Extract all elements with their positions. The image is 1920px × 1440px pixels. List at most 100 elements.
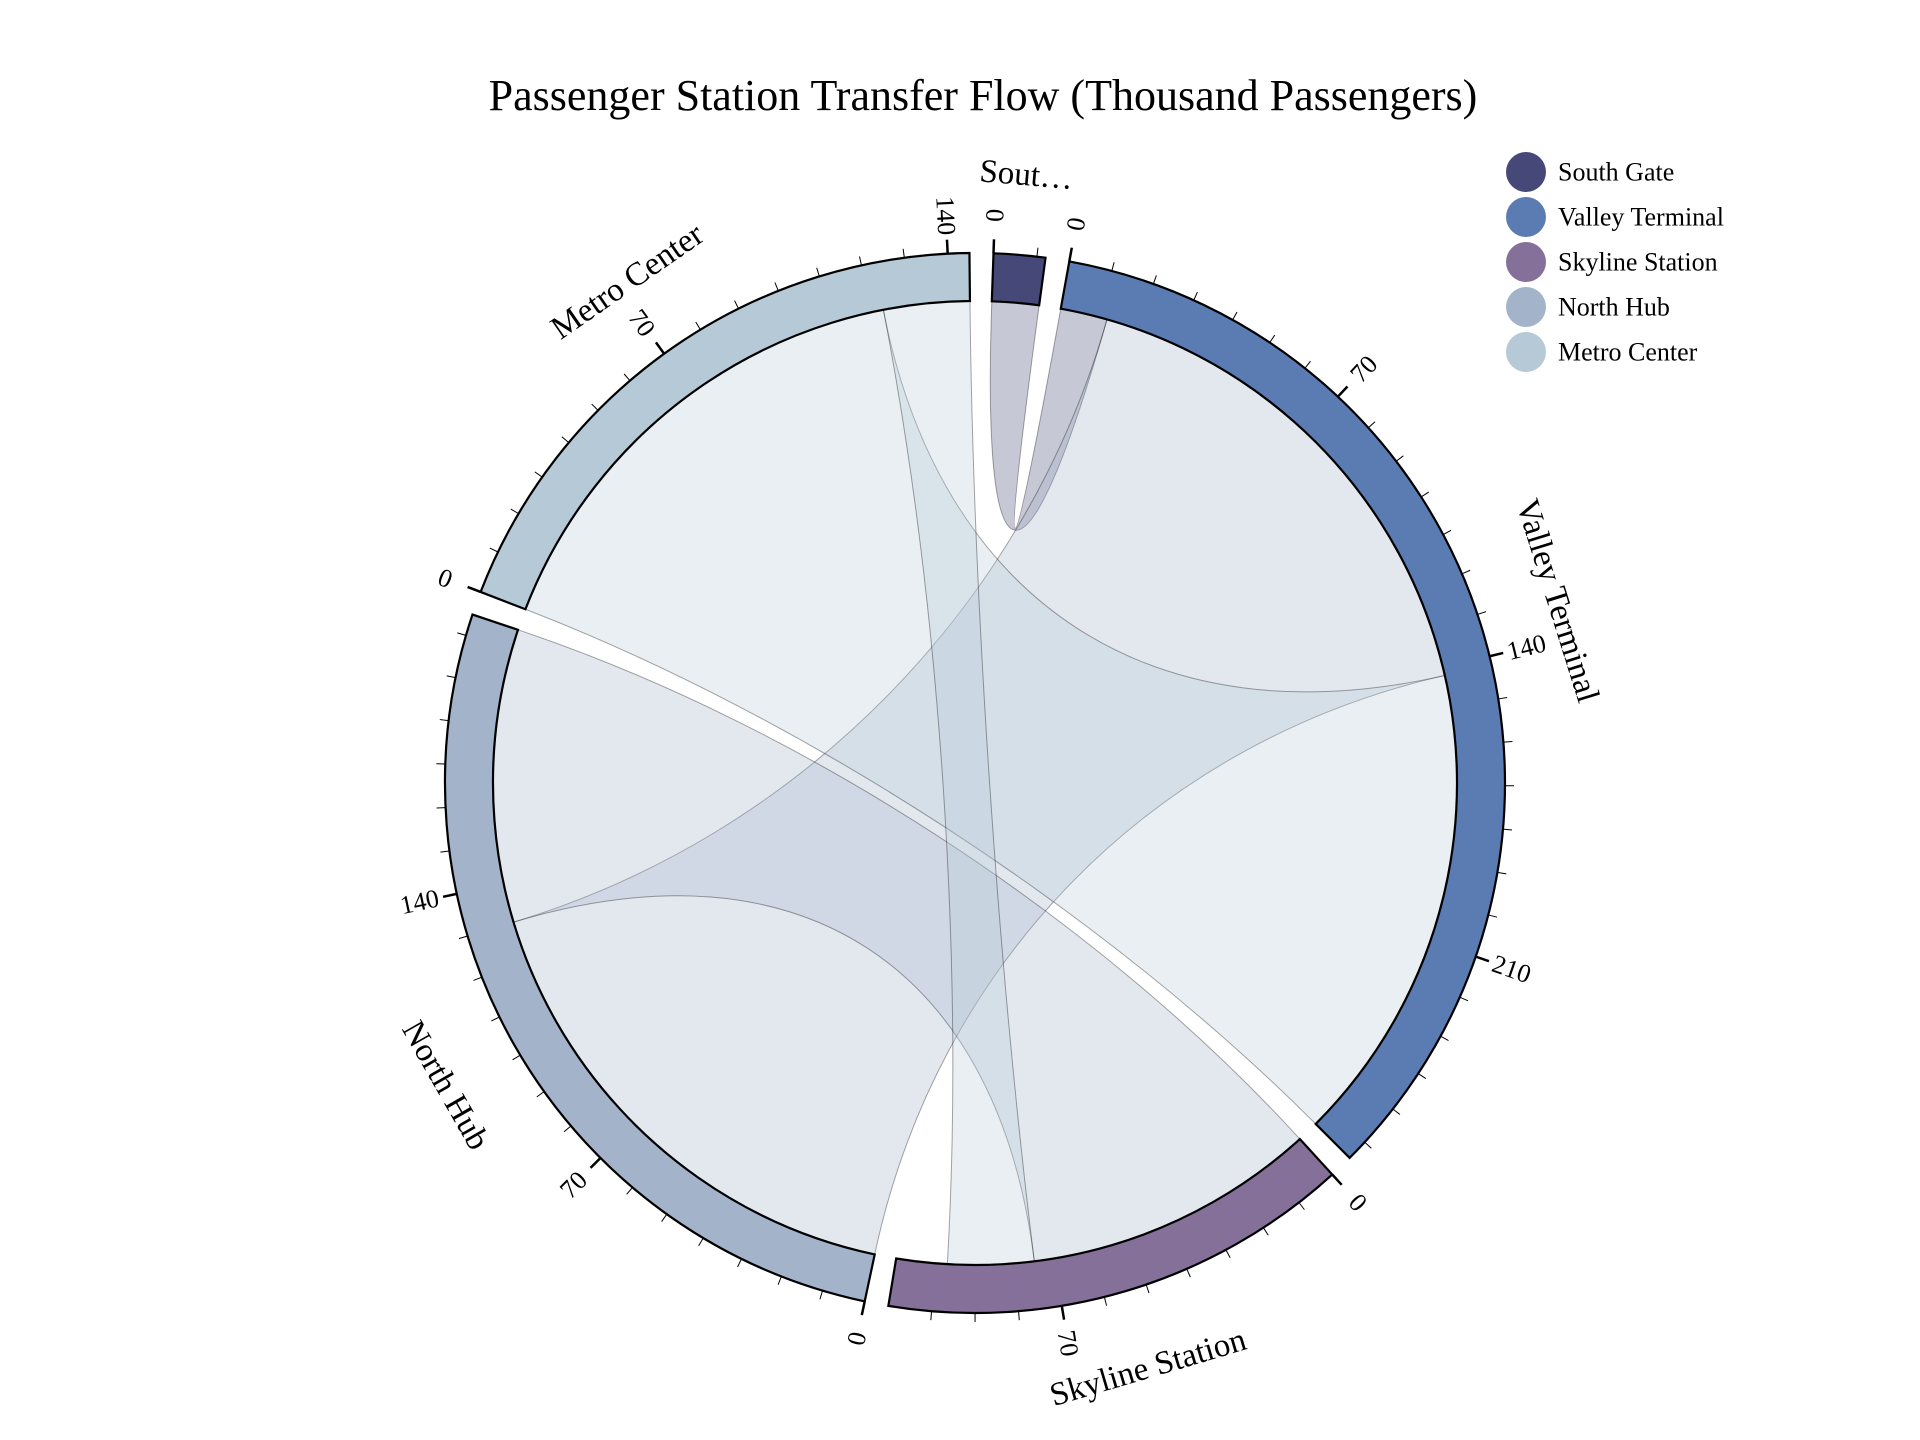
minor-tick	[1145, 1284, 1150, 1294]
legend-item-metro-center: Metro Center	[1506, 332, 1698, 372]
minor-tick	[1395, 455, 1404, 462]
tick-label: 0	[980, 208, 1009, 222]
legend-label: Valley Terminal	[1558, 203, 1724, 232]
major-tick	[1331, 1173, 1343, 1186]
minor-tick	[1503, 740, 1513, 743]
minor-tick	[1368, 421, 1376, 429]
minor-tick	[1442, 529, 1452, 535]
legend-swatch	[1506, 242, 1546, 282]
major-tick	[1475, 955, 1490, 963]
major-tick	[1336, 385, 1349, 398]
group-label-valley-terminal: Valley Terminal	[1509, 495, 1606, 707]
minor-tick	[563, 1125, 572, 1133]
minor-tick	[816, 267, 820, 277]
legend-item-skyline-station: Skyline Station	[1506, 242, 1718, 282]
minor-tick	[491, 1016, 500, 1022]
minor-tick	[1269, 334, 1276, 343]
minor-tick	[1392, 1108, 1401, 1115]
minor-tick	[930, 1311, 933, 1321]
minor-tick	[623, 373, 631, 382]
minor-tick	[536, 1091, 545, 1098]
legend-swatch	[1506, 287, 1546, 327]
minor-tick	[902, 248, 905, 258]
chart-title: Passenger Station Transfer Flow (Thousan…	[489, 71, 1478, 120]
tick-label: 0	[434, 562, 457, 594]
tick-label: 210	[1488, 949, 1534, 989]
minor-tick	[1497, 871, 1507, 875]
minor-tick	[1488, 914, 1498, 918]
major-tick	[860, 1301, 866, 1316]
group-arc-valley-terminal	[1059, 260, 1507, 1160]
major-tick	[1489, 651, 1504, 658]
legend-label: South Gate	[1558, 158, 1674, 187]
minor-tick	[734, 300, 739, 309]
group-label-north-hub: North Hub	[394, 1015, 496, 1156]
minor-tick	[512, 1054, 521, 1061]
group-arc-metro-center	[479, 251, 972, 611]
minor-tick	[458, 935, 468, 940]
minor-tick	[457, 632, 467, 636]
tick-label: 0	[841, 1329, 872, 1348]
major-tick	[589, 1157, 602, 1169]
legend-item-north-hub: North Hub	[1506, 287, 1670, 327]
group-arc-north-hub	[443, 613, 877, 1303]
minor-tick	[859, 256, 862, 266]
minor-tick	[626, 1187, 633, 1195]
legend-swatch	[1506, 197, 1546, 237]
minor-tick	[510, 508, 519, 515]
tick-label: 140	[930, 196, 961, 236]
minor-tick	[1018, 1311, 1020, 1321]
minor-tick	[1498, 697, 1508, 700]
minor-tick	[440, 850, 450, 853]
minor-tick	[439, 719, 449, 722]
tick-label: 0	[1343, 1188, 1373, 1217]
minor-tick	[534, 471, 543, 478]
legend-label: Skyline Station	[1558, 248, 1718, 277]
major-tick	[1068, 247, 1074, 262]
minor-tick	[1477, 611, 1487, 615]
minor-tick	[561, 436, 570, 443]
major-tick	[442, 892, 457, 899]
minor-tick	[1459, 996, 1469, 1002]
tick-label: 140	[397, 884, 441, 921]
major-tick	[1060, 1305, 1066, 1320]
legend: South Gate Valley Terminal Skyline Station…	[1506, 152, 1724, 372]
tick-label: 70	[554, 1165, 593, 1204]
minor-tick	[1461, 569, 1471, 575]
minor-tick	[489, 547, 499, 553]
tick-label: 70	[622, 304, 661, 342]
minor-tick	[1193, 291, 1198, 301]
major-tick	[654, 341, 666, 355]
group-arc-south-gate	[990, 252, 1047, 307]
minor-tick	[591, 403, 599, 411]
minor-tick	[473, 976, 483, 981]
legend-label: Metro Center	[1558, 338, 1698, 367]
minor-tick	[1364, 1141, 1372, 1149]
minor-tick	[774, 282, 779, 292]
group-label-south-gate: Sout…	[978, 153, 1074, 197]
minor-tick	[1036, 247, 1039, 257]
minor-tick	[661, 1213, 668, 1222]
minor-tick	[1262, 1227, 1269, 1236]
minor-tick	[737, 1258, 742, 1268]
legend-item-valley-terminal: Valley Terminal	[1506, 197, 1724, 237]
tick-label: 140	[1504, 628, 1549, 665]
group-arc-skyline-station	[887, 1137, 1334, 1315]
minor-tick	[1103, 1296, 1108, 1306]
legend-item-south-gate: South Gate	[1506, 152, 1674, 192]
major-tick	[467, 585, 482, 594]
minor-tick	[1304, 360, 1311, 369]
minor-tick	[1298, 1202, 1305, 1210]
minor-tick	[1111, 262, 1115, 272]
minor-tick	[446, 675, 456, 679]
group-arcs-layer	[443, 251, 1507, 1315]
minor-tick	[777, 1276, 782, 1285]
legend-label: North Hub	[1558, 293, 1670, 322]
minor-tick	[1186, 1268, 1191, 1278]
minor-tick	[1420, 491, 1430, 498]
minor-tick	[695, 321, 701, 330]
legend-swatch	[1506, 152, 1546, 192]
minor-tick	[819, 1290, 824, 1300]
minor-tick	[1225, 1249, 1231, 1259]
